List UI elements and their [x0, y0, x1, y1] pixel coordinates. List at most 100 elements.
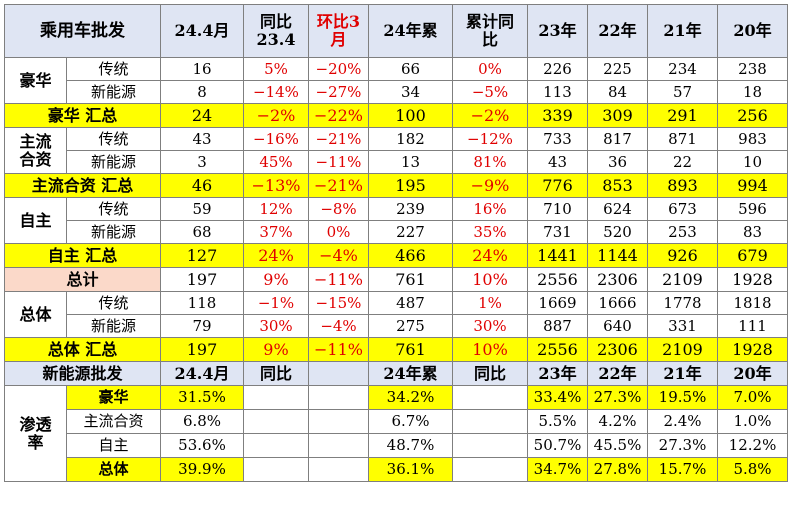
y2022-value: 520 — [587, 220, 648, 244]
ytd-value: 761 — [368, 337, 453, 362]
month-value: 43 — [160, 127, 244, 151]
penetration-row: 主流合资 6.8% 6.7% 5.5% 4.2% 2.4% 1.0% — [5, 409, 788, 434]
y2023-value: 710 — [527, 197, 588, 221]
table-row: 自主 汇总 127 24% −4% 466 24% 1441 1144 926 679 — [4, 243, 788, 268]
table-row: 豪华 传统 16 5% −20% 66 0% 226 225 234 238 — [4, 57, 788, 104]
pen-2021: 27.3% — [647, 433, 718, 458]
month-value: 197 — [160, 337, 244, 362]
pen-2022: 27.3% — [587, 385, 648, 410]
header-mom-text: 环比3 月 — [316, 11, 361, 49]
y2023-value: 43 — [527, 150, 588, 174]
yoy-value: −2% — [243, 103, 309, 128]
y2021-value: 673 — [647, 197, 718, 221]
y2021-value: 253 — [647, 220, 718, 244]
ytd-yoy-value: −9% — [452, 173, 528, 198]
mom-value: −21% — [308, 127, 369, 151]
y2023-value: 1441 — [527, 243, 588, 268]
pen-blank — [243, 433, 309, 458]
sum-label: 主流合资 汇总 — [4, 173, 161, 198]
pen-blank — [308, 433, 369, 458]
row-label: 传统 — [66, 127, 161, 151]
pen-month: 39.9% — [160, 457, 244, 482]
ytd-yoy-value: −2% — [452, 103, 528, 128]
y2023-value: 226 — [527, 57, 588, 81]
y2023-value: 2556 — [527, 337, 588, 362]
ytd-yoy-value: 1% — [452, 291, 528, 315]
ytd-yoy-value: 30% — [452, 314, 528, 338]
y2020-value: 679 — [717, 243, 788, 268]
group-domestic: 自主 — [4, 197, 67, 244]
header-ytd-yoy-text: 累计同 比 — [465, 11, 514, 49]
pen-2023: 33.4% — [527, 385, 588, 410]
y2023-value: 1669 — [527, 291, 588, 315]
mom-value: −4% — [308, 243, 369, 268]
y2020-value: 256 — [717, 103, 788, 128]
y2020-value: 994 — [717, 173, 788, 198]
nev-header-2022: 22年 — [587, 361, 648, 386]
table-row: 总体 传统 118 −1% −15% 487 1% 1669 1666 1778 1818 — [4, 291, 788, 338]
mom-value: −21% — [308, 173, 369, 198]
y2023-value: 113 — [527, 80, 588, 104]
pen-ytd: 48.7% — [368, 433, 453, 458]
mom-value: −11% — [308, 267, 369, 292]
row-label: 传统 — [66, 197, 161, 221]
month-value: 59 — [160, 197, 244, 221]
nev-header-category: 新能源批发 — [4, 361, 161, 386]
ytd-value: 227 — [368, 220, 453, 244]
month-value: 118 — [160, 291, 244, 315]
yoy-value: −14% — [243, 80, 309, 104]
pen-month: 31.5% — [160, 385, 244, 410]
yoy-value: 37% — [243, 220, 309, 244]
y2022-value: 1144 — [587, 243, 648, 268]
y2020-value: 1928 — [717, 337, 788, 362]
month-value: 8 — [160, 80, 244, 104]
pen-row-label: 主流合资 — [66, 409, 161, 434]
y2021-value: 234 — [647, 57, 718, 81]
y2022-value: 2306 — [587, 337, 648, 362]
y2020-value: 983 — [717, 127, 788, 151]
ytd-value: 34 — [368, 80, 453, 104]
table-row: 新能源 68 37% 0% 227 35% 731 520 253 83 — [5, 220, 788, 244]
table-row: 新能源 3 45% −11% 13 81% 43 36 22 10 — [5, 150, 788, 174]
nev-header-yoy: 同比 — [243, 361, 309, 386]
ytd-value: 195 — [368, 173, 453, 198]
nev-header-row: 新能源批发 24.4月 同比 24年累 同比 23年 22年 21年 20年 — [4, 361, 788, 386]
pen-2023: 50.7% — [527, 433, 588, 458]
mom-value: −27% — [308, 80, 369, 104]
pen-blank — [308, 409, 369, 434]
pen-2020: 5.8% — [717, 457, 788, 482]
pen-2021: 2.4% — [647, 409, 718, 434]
row-label: 传统 — [66, 291, 161, 315]
yoy-value: 9% — [243, 337, 309, 362]
yoy-value: 9% — [243, 267, 309, 292]
y2021-value: 57 — [647, 80, 718, 104]
pen-2021: 19.5% — [647, 385, 718, 410]
ytd-yoy-value: −5% — [452, 80, 528, 104]
y2021-value: 871 — [647, 127, 718, 151]
pen-blank — [452, 409, 528, 434]
month-value: 46 — [160, 173, 244, 198]
ytd-value: 100 — [368, 103, 453, 128]
ytd-value: 275 — [368, 314, 453, 338]
yoy-value: 45% — [243, 150, 309, 174]
row-label: 新能源 — [66, 80, 161, 104]
pen-2023: 5.5% — [527, 409, 588, 434]
table-row: 总体 汇总 197 9% −11% 761 10% 2556 2306 2109 1928 — [4, 337, 788, 362]
wholesale-table: 乘用车批发 24.4月 同比 23.4 环比3 月 24年累 累计同 比 23年… — [4, 4, 788, 482]
header-row: 乘用车批发 24.4月 同比 23.4 环比3 月 24年累 累计同 比 23年… — [4, 4, 788, 58]
pen-ytd: 34.2% — [368, 385, 453, 410]
table-row: 总计 197 9% −11% 761 10% 2556 2306 2109 1928 — [4, 267, 788, 292]
table-row: 新能源 79 30% −4% 275 30% 887 640 331 111 — [5, 314, 788, 338]
y2023-value: 339 — [527, 103, 588, 128]
mom-value: 0% — [308, 220, 369, 244]
header-2021: 21年 — [647, 4, 718, 58]
pen-blank — [452, 457, 528, 482]
pen-blank — [243, 457, 309, 482]
mom-value: −11% — [308, 150, 369, 174]
y2022-value: 2306 — [587, 267, 648, 292]
pen-row-label: 豪华 — [66, 385, 161, 410]
pen-blank — [308, 457, 369, 482]
ytd-value: 13 — [368, 150, 453, 174]
month-value: 197 — [160, 267, 244, 292]
y2021-value: 893 — [647, 173, 718, 198]
